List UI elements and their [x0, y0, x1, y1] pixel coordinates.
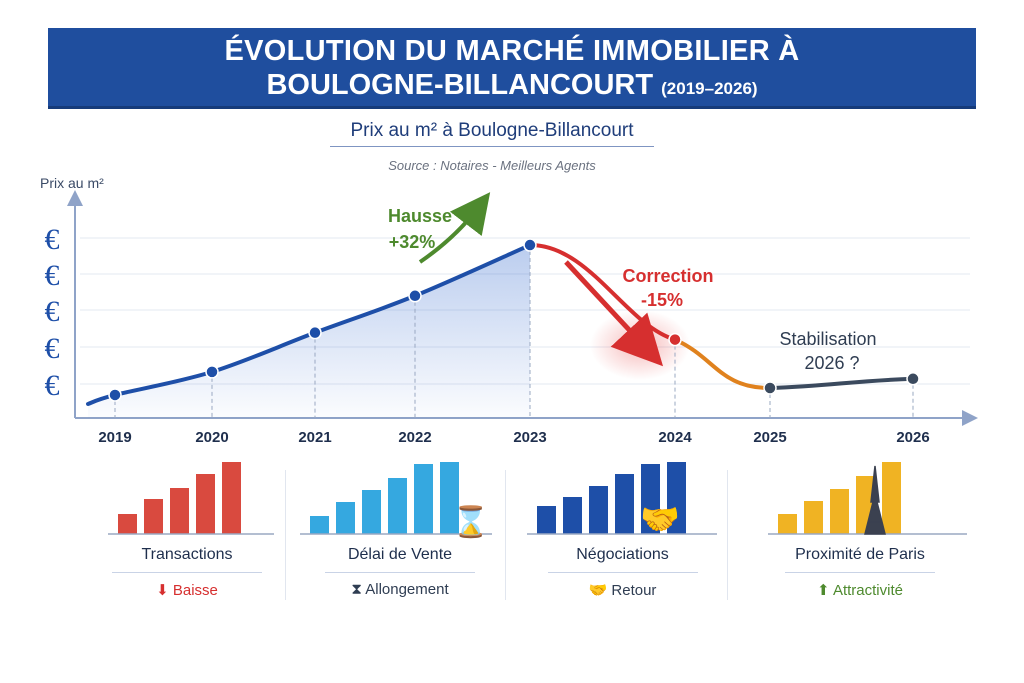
y-axis-label: Prix au m²	[40, 175, 104, 191]
x-tick-label: 2026	[896, 429, 929, 446]
correction-arrow	[564, 260, 664, 367]
panel-title: Délai de Vente	[347, 546, 453, 563]
bar	[196, 474, 215, 534]
data-point	[108, 388, 122, 402]
bar	[589, 486, 608, 534]
bar	[362, 490, 381, 534]
hourglass-icon: ⧗	[351, 581, 366, 598]
panel-tag-label: Allongement	[365, 581, 449, 598]
bar	[778, 514, 797, 534]
area-fill	[88, 245, 530, 418]
y-tick-label: €	[45, 332, 60, 365]
panel-tag: 🤝 Retour	[520, 581, 725, 599]
price-chart: €€€€€2019 2020 2021 2022 2023 2024 2025 2026 Ha…	[45, 190, 978, 446]
bar	[170, 488, 189, 534]
title-banner: ÉVOLUTION DU MARCHÉ IMMOBILIER À BOULOGN…	[48, 28, 976, 109]
bar	[440, 462, 459, 534]
panel-underline	[785, 572, 935, 573]
panel-tag: ⧗ Allongement	[300, 581, 500, 598]
bar	[804, 501, 823, 534]
x-tick-label: 2025	[753, 429, 786, 446]
bar-chart: ⌛	[300, 462, 492, 540]
panel-tag-label: Attractivité	[832, 582, 903, 599]
bar-chart	[768, 462, 967, 535]
panel-divider	[727, 470, 728, 600]
title-years: (2019–2026)	[661, 79, 758, 98]
bar-chart: 🤝	[527, 462, 717, 538]
eiffel-tower-icon	[864, 465, 886, 535]
chart-subtitle: Prix au m² à Boulogne-Billancourt	[330, 120, 654, 147]
arrow-down-icon: ⬇	[156, 582, 173, 599]
line-transition	[673, 337, 772, 391]
annotation-correction: Correction	[622, 266, 713, 286]
bar	[537, 506, 556, 534]
handshake-icon: 🤝	[588, 582, 612, 599]
bar-chart	[108, 462, 274, 535]
panel-tag: ⬆ Attractivité	[745, 581, 975, 599]
x-tick-label: 2019	[98, 429, 131, 446]
bar	[336, 502, 355, 534]
data-point	[205, 365, 219, 379]
x-tick-label: 2024	[658, 429, 692, 446]
annotation-stabilisation-year: 2026 ?	[804, 353, 859, 373]
hourglass-icon: ⌛	[452, 504, 489, 540]
bar	[144, 499, 163, 534]
bar	[118, 514, 137, 534]
y-tick-label: €	[45, 223, 60, 256]
panel-title: Proximité de Paris	[795, 546, 925, 563]
panel-proximité-de-paris: Proximité de Paris ⬆ Attractivité	[745, 462, 975, 602]
data-point	[523, 238, 537, 252]
data-point	[408, 289, 422, 303]
annotation-stabilisation: Stabilisation	[779, 329, 876, 349]
bar	[615, 474, 634, 534]
panel-délai-de-vente: ⌛ Délai de Vente ⧗ Allongement	[300, 462, 500, 602]
y-tick-label: €	[45, 259, 60, 292]
bar	[641, 464, 660, 534]
panel-title: Transactions	[141, 546, 233, 563]
x-tick-label: 2022	[398, 429, 431, 446]
bar	[222, 462, 241, 534]
x-tick-label: 2020	[195, 429, 228, 446]
data-point	[668, 332, 682, 347]
handshake-icon: 🤝	[640, 500, 680, 538]
panel-underline	[112, 572, 262, 573]
y-tick-label: €	[45, 295, 60, 328]
bar	[388, 478, 407, 534]
data-point	[763, 381, 777, 395]
panel-transactions: Transactions ⬇ Baisse	[92, 462, 282, 602]
panel-tag-label: Baisse	[172, 582, 218, 599]
panel-underline	[547, 572, 698, 573]
title-line-1: ÉVOLUTION DU MARCHÉ IMMOBILIER À	[224, 35, 800, 67]
arrow-up-icon: ⬆	[817, 582, 833, 599]
panel-tag-label: Retour	[611, 582, 657, 599]
annotation-hausse: Hausse	[388, 206, 452, 226]
panel-tag: ⬇ Baisse	[92, 581, 282, 599]
annotation-hausse-value: +32%	[389, 232, 436, 252]
title-city: BOULOGNE-BILLANCOURT	[266, 69, 654, 101]
bar	[830, 489, 849, 534]
chart-source: Source : Notaires - Meilleurs Agents	[388, 158, 596, 173]
line-stabilisation	[768, 376, 915, 391]
bar	[310, 516, 329, 534]
panel-divider	[285, 470, 286, 600]
bar	[414, 464, 433, 534]
title-line-2: BOULOGNE-BILLANCOURT (2019–2026)	[48, 68, 976, 106]
panel-négociations: 🤝 Négociations 🤝 Retour	[520, 462, 725, 602]
x-tick-label: 2023	[513, 429, 546, 446]
bar	[882, 462, 901, 534]
x-tick-label: 2021	[298, 429, 331, 446]
data-point	[308, 325, 322, 340]
panel-underline	[325, 572, 475, 573]
y-tick-label: €	[45, 369, 60, 402]
bar	[667, 462, 686, 534]
panel-divider	[505, 470, 506, 600]
annotation-correction-value: -15%	[641, 290, 683, 310]
bar	[563, 497, 582, 534]
data-point	[906, 372, 920, 386]
panel-title: Négociations	[576, 546, 669, 563]
hausse-arrow	[418, 192, 491, 264]
